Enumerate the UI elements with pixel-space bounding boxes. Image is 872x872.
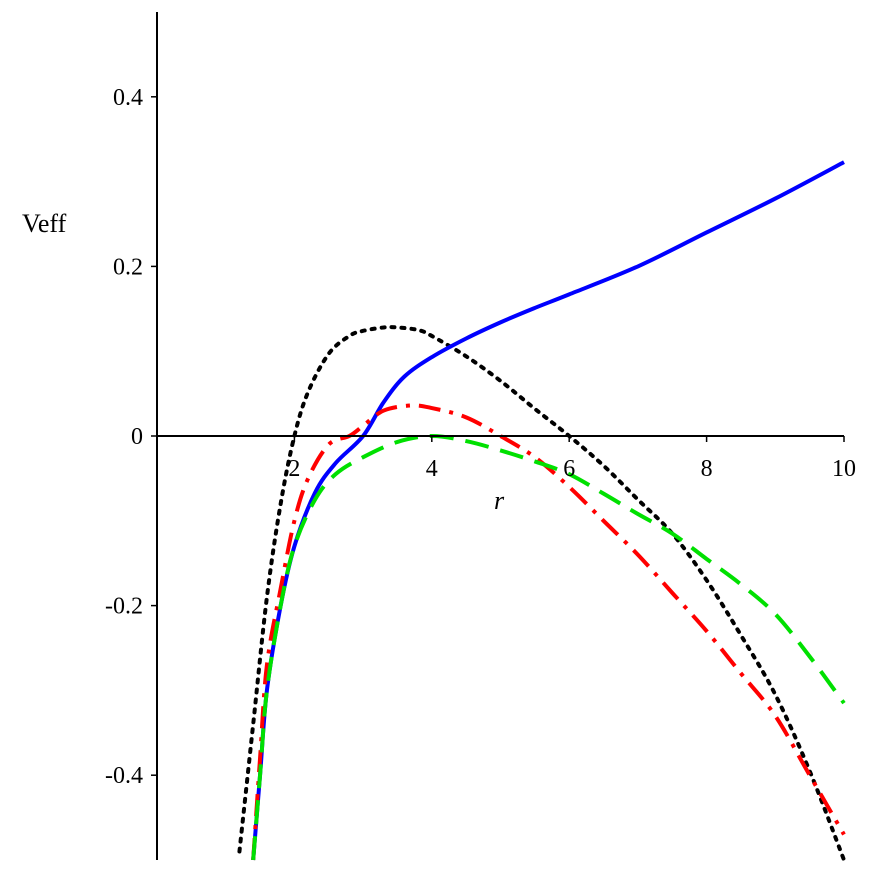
ticks-layer: 2 4 6 8 10 0.4 0.2 0 -0.2 -0.4 (105, 85, 856, 789)
y-tick-label: -0.4 (105, 763, 143, 789)
x-tick-label: 8 (701, 456, 713, 482)
solid-blue-curve (251, 160, 845, 861)
x-tick-label: 6 (563, 456, 575, 482)
y-tick-label: -0.2 (105, 594, 143, 620)
x-axis-title: r (494, 486, 505, 515)
x-tick-label: 4 (426, 456, 438, 482)
y-tick-label: 0.4 (113, 85, 143, 111)
y-tick-label: 0.2 (113, 254, 143, 280)
dashdot-red-curve (251, 403, 846, 861)
x-tick-label: 10 (832, 456, 856, 482)
x-tick-label: 2 (288, 456, 300, 482)
axes-layer (156, 12, 844, 860)
y-tick-label: 0 (131, 424, 143, 450)
dashed-green-curve (251, 433, 846, 861)
y-axis-title: Veff (22, 209, 67, 238)
series-layer (237, 160, 846, 862)
